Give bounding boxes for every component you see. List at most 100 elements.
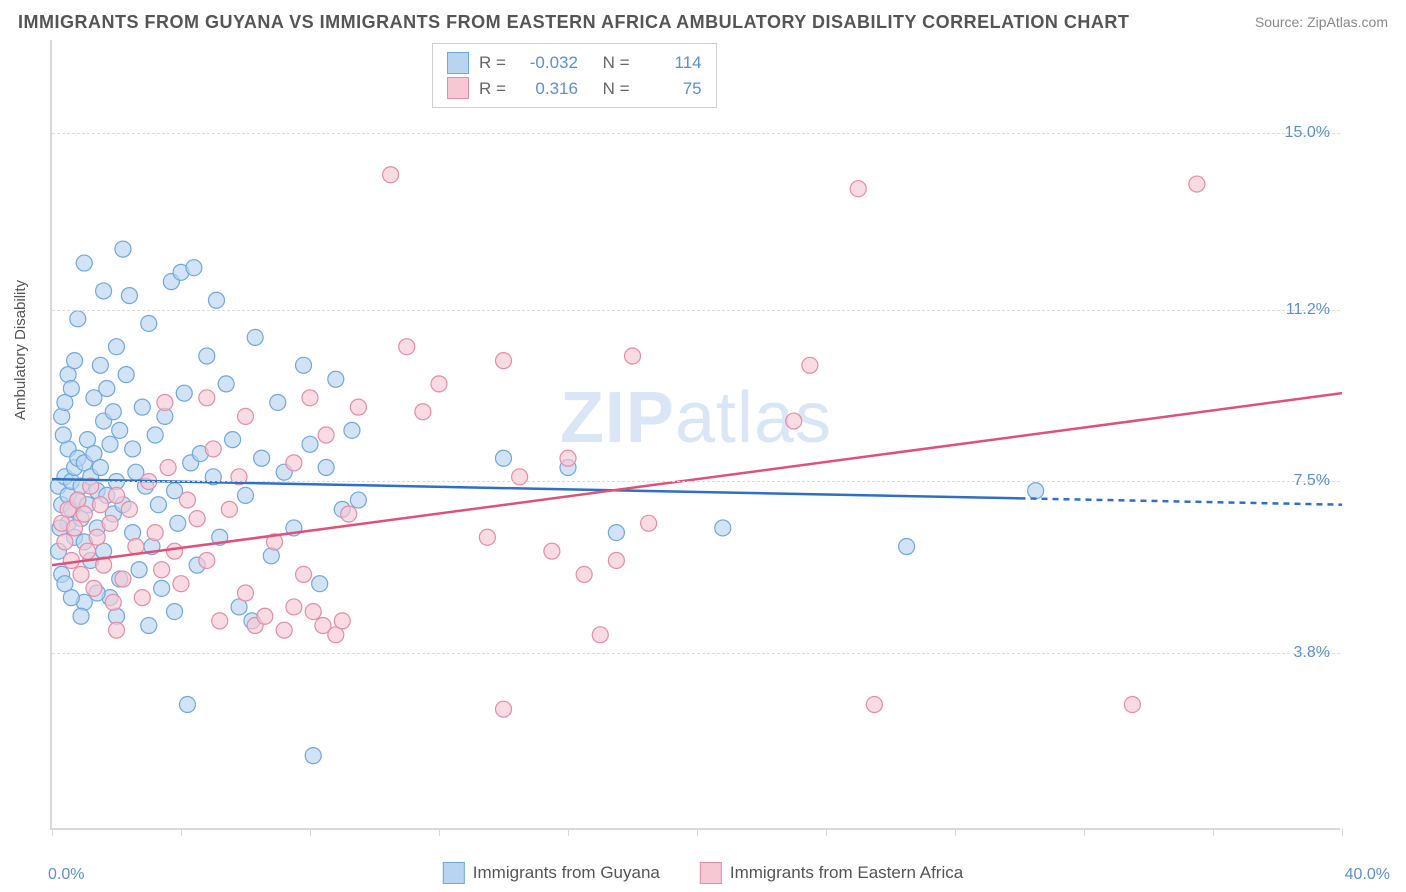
y-tick-label: 15.0%: [1285, 124, 1330, 142]
gridline: [52, 653, 1340, 654]
data-point: [167, 543, 183, 559]
data-point: [99, 381, 115, 397]
data-point: [134, 399, 150, 415]
data-point: [54, 408, 70, 424]
data-point: [70, 311, 86, 327]
data-point: [302, 390, 318, 406]
data-point: [350, 399, 366, 415]
x-tick: [955, 828, 956, 836]
x-tick: [1213, 828, 1214, 836]
data-point: [238, 585, 254, 601]
legend-swatch-2: [700, 862, 722, 884]
gridline: [52, 481, 1340, 482]
data-point: [63, 381, 79, 397]
data-point: [57, 534, 73, 550]
legend-item-2: Immigrants from Eastern Africa: [700, 862, 963, 884]
data-point: [105, 404, 121, 420]
regression-line-dashed: [1020, 498, 1343, 504]
data-point: [334, 613, 350, 629]
data-point: [115, 241, 131, 257]
data-point: [786, 413, 802, 429]
legend-label-2: Immigrants from Eastern Africa: [730, 863, 963, 883]
data-point: [131, 562, 147, 578]
n-label-2: N =: [603, 76, 630, 102]
data-point: [205, 441, 221, 457]
data-point: [92, 497, 108, 513]
data-point: [186, 260, 202, 276]
data-point: [179, 697, 195, 713]
data-point: [134, 590, 150, 606]
data-point: [102, 515, 118, 531]
data-point: [121, 288, 137, 304]
bottom-legend: Immigrants from Guyana Immigrants from E…: [443, 862, 963, 884]
data-point: [315, 618, 331, 634]
data-point: [147, 427, 163, 443]
data-point: [73, 566, 89, 582]
r-label-1: R =: [479, 50, 506, 76]
swatch-series-2: [447, 77, 469, 99]
plot-svg: [52, 40, 1340, 828]
data-point: [383, 167, 399, 183]
data-point: [312, 576, 328, 592]
data-point: [141, 315, 157, 331]
data-point: [125, 525, 141, 541]
x-tick: [52, 828, 53, 836]
data-point: [109, 339, 125, 355]
data-point: [199, 390, 215, 406]
n-value-1: 114: [640, 50, 702, 76]
data-point: [296, 357, 312, 373]
data-point: [350, 492, 366, 508]
x-axis-max-label: 40.0%: [1345, 866, 1390, 884]
data-point: [641, 515, 657, 531]
data-point: [263, 548, 279, 564]
data-point: [608, 552, 624, 568]
source-attribution: Source: ZipAtlas.com: [1255, 14, 1388, 30]
data-point: [257, 608, 273, 624]
data-point: [247, 329, 263, 345]
data-point: [150, 497, 166, 513]
x-tick: [568, 828, 569, 836]
data-point: [866, 697, 882, 713]
data-point: [57, 576, 73, 592]
chart-container: IMMIGRANTS FROM GUYANA VS IMMIGRANTS FRO…: [0, 0, 1406, 892]
data-point: [76, 255, 92, 271]
data-point: [170, 515, 186, 531]
data-point: [79, 543, 95, 559]
n-value-2: 75: [640, 76, 702, 102]
y-tick-label: 11.2%: [1286, 301, 1330, 319]
data-point: [96, 283, 112, 299]
y-tick-label: 7.5%: [1294, 472, 1330, 490]
plot-area: ZIPatlas R = -0.032 N = 114 R = 0.316 N …: [50, 40, 1340, 830]
data-point: [850, 181, 866, 197]
data-point: [73, 608, 89, 624]
data-point: [496, 353, 512, 369]
data-point: [1028, 483, 1044, 499]
data-point: [496, 450, 512, 466]
data-point: [92, 357, 108, 373]
legend-swatch-1: [443, 862, 465, 884]
data-point: [399, 339, 415, 355]
data-point: [109, 622, 125, 638]
data-point: [344, 422, 360, 438]
data-point: [109, 487, 125, 503]
x-tick: [826, 828, 827, 836]
data-point: [238, 408, 254, 424]
data-point: [86, 580, 102, 596]
data-point: [576, 566, 592, 582]
data-point: [67, 520, 83, 536]
data-point: [715, 520, 731, 536]
data-point: [479, 529, 495, 545]
data-point: [221, 501, 237, 517]
x-tick: [1342, 828, 1343, 836]
data-point: [199, 348, 215, 364]
data-point: [305, 604, 321, 620]
y-tick-label: 3.8%: [1294, 644, 1330, 662]
data-point: [141, 618, 157, 634]
gridline: [52, 310, 1340, 311]
data-point: [276, 622, 292, 638]
data-point: [802, 357, 818, 373]
data-point: [102, 436, 118, 452]
data-point: [328, 371, 344, 387]
data-point: [167, 604, 183, 620]
r-value-1: -0.032: [516, 50, 578, 76]
